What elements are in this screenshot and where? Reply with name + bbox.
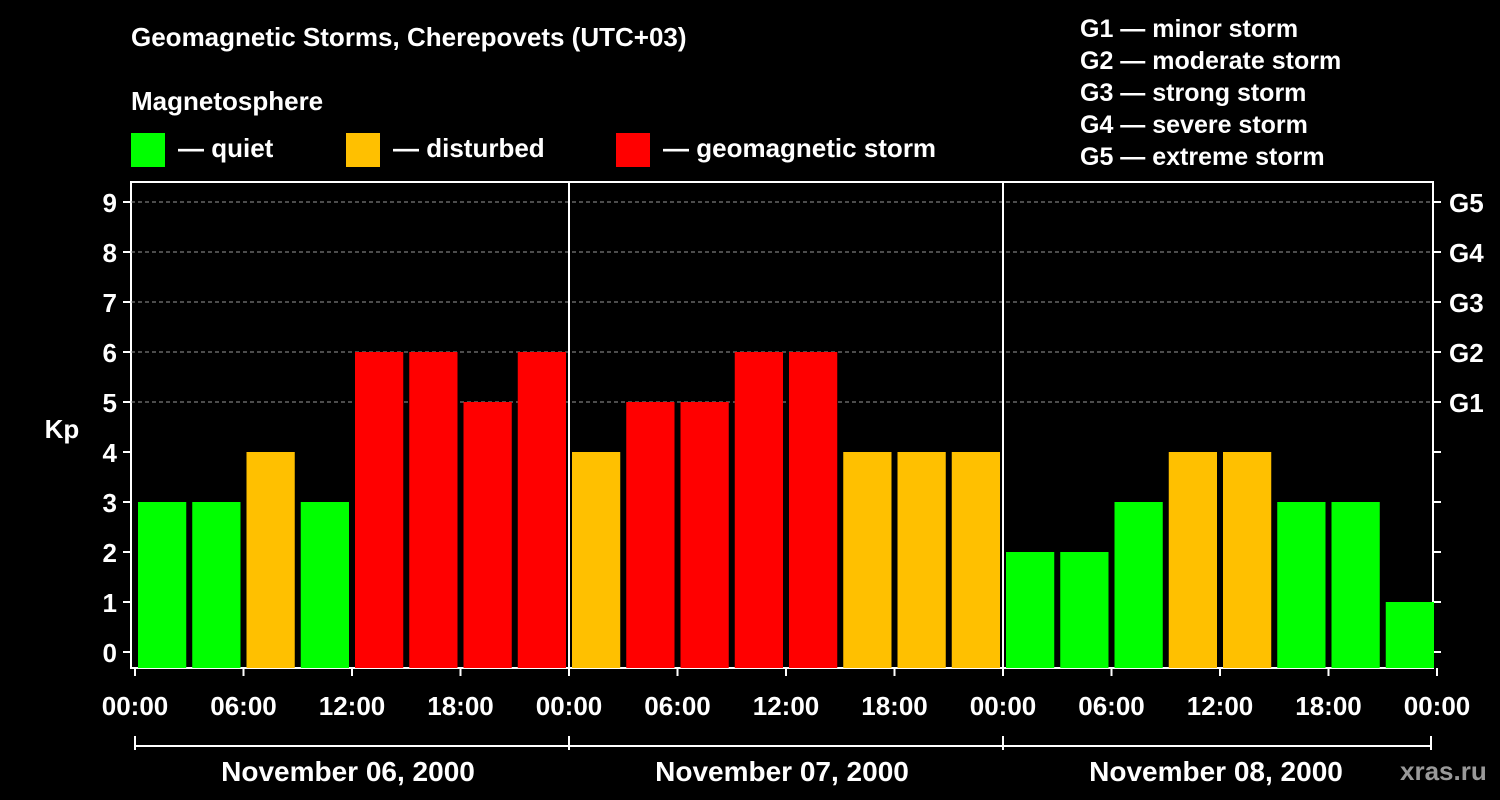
chart-title: Geomagnetic Storms, Cherepovets (UTC+03) bbox=[131, 22, 687, 52]
g-axis-label: G3 bbox=[1449, 288, 1484, 318]
g-scale-g3: G3 — strong storm bbox=[1080, 79, 1307, 107]
kp-bar bbox=[409, 352, 458, 668]
kp-bar bbox=[1168, 452, 1217, 668]
legend-label-quiet: — quiet bbox=[178, 133, 274, 163]
kp-bar bbox=[192, 502, 241, 668]
g-axis-label: G1 bbox=[1449, 388, 1484, 418]
y-tick-label: 3 bbox=[103, 488, 117, 518]
x-tick-label: 06:00 bbox=[210, 691, 277, 721]
g-scale-g1: G1 — minor storm bbox=[1080, 15, 1299, 43]
kp-bar bbox=[138, 502, 187, 668]
kp-bar bbox=[843, 452, 892, 668]
day-label: November 07, 2000 bbox=[655, 756, 909, 787]
x-tick-label: 18:00 bbox=[1295, 691, 1362, 721]
kp-bar bbox=[463, 402, 512, 668]
g-axis-label: G4 bbox=[1449, 238, 1484, 268]
legend-swatch-storm bbox=[616, 133, 650, 167]
x-tick-label: 00:00 bbox=[102, 691, 169, 721]
g-axis-label: G5 bbox=[1449, 188, 1484, 218]
kp-bar bbox=[1331, 502, 1380, 668]
kp-bar bbox=[1223, 452, 1272, 668]
kp-bar bbox=[1277, 502, 1326, 668]
day-label: November 06, 2000 bbox=[221, 756, 475, 787]
kp-bar bbox=[246, 452, 295, 668]
kp-bar bbox=[572, 452, 621, 668]
x-tick-label: 06:00 bbox=[1078, 691, 1145, 721]
kp-bar bbox=[300, 502, 349, 668]
x-tick-label: 00:00 bbox=[970, 691, 1037, 721]
legend-label-disturbed: — disturbed bbox=[393, 133, 545, 163]
y-tick-label: 7 bbox=[103, 288, 117, 318]
kp-bar bbox=[897, 452, 946, 668]
kp-bar bbox=[1114, 502, 1163, 668]
x-tick-label: 18:00 bbox=[861, 691, 928, 721]
x-tick-label: 06:00 bbox=[644, 691, 711, 721]
y-axis-label: Kp bbox=[45, 414, 80, 444]
g-scale-g4: G4 — severe storm bbox=[1080, 111, 1308, 139]
x-tick-label: 00:00 bbox=[536, 691, 603, 721]
legend-swatch-disturbed bbox=[346, 133, 380, 167]
y-tick-label: 0 bbox=[103, 638, 117, 668]
x-tick-label: 12:00 bbox=[1187, 691, 1254, 721]
y-tick-label: 8 bbox=[103, 238, 117, 268]
y-tick-label: 5 bbox=[103, 388, 117, 418]
y-tick-label: 4 bbox=[103, 438, 118, 468]
x-tick-label: 12:00 bbox=[319, 691, 386, 721]
y-tick-label: 9 bbox=[103, 188, 117, 218]
legend-swatch-quiet bbox=[131, 133, 165, 167]
kp-bar bbox=[951, 452, 1000, 668]
legend-heading: Magnetosphere bbox=[131, 86, 324, 116]
kp-bar bbox=[1385, 602, 1434, 668]
x-tick-label: 18:00 bbox=[427, 691, 494, 721]
kp-bar bbox=[1006, 552, 1055, 668]
kp-bar bbox=[789, 352, 838, 668]
g-scale-g2: G2 — moderate storm bbox=[1080, 47, 1342, 75]
kp-bar bbox=[734, 352, 783, 668]
kp-bar bbox=[626, 402, 675, 668]
g-scale-g5: G5 — extreme storm bbox=[1080, 143, 1325, 171]
legend-label-storm: — geomagnetic storm bbox=[663, 133, 937, 163]
y-tick-label: 6 bbox=[103, 338, 117, 368]
watermark: xras.ru bbox=[1400, 756, 1487, 786]
g-axis-label: G2 bbox=[1449, 338, 1484, 368]
y-tick-label: 2 bbox=[103, 538, 117, 568]
kp-bar bbox=[1060, 552, 1109, 668]
x-tick-label: 00:00 bbox=[1404, 691, 1471, 721]
y-tick-label: 1 bbox=[103, 588, 117, 618]
day-label: November 08, 2000 bbox=[1089, 756, 1343, 787]
kp-bar bbox=[517, 352, 566, 668]
kp-bar bbox=[355, 352, 404, 668]
x-tick-label: 12:00 bbox=[753, 691, 820, 721]
kp-bar bbox=[680, 402, 729, 668]
